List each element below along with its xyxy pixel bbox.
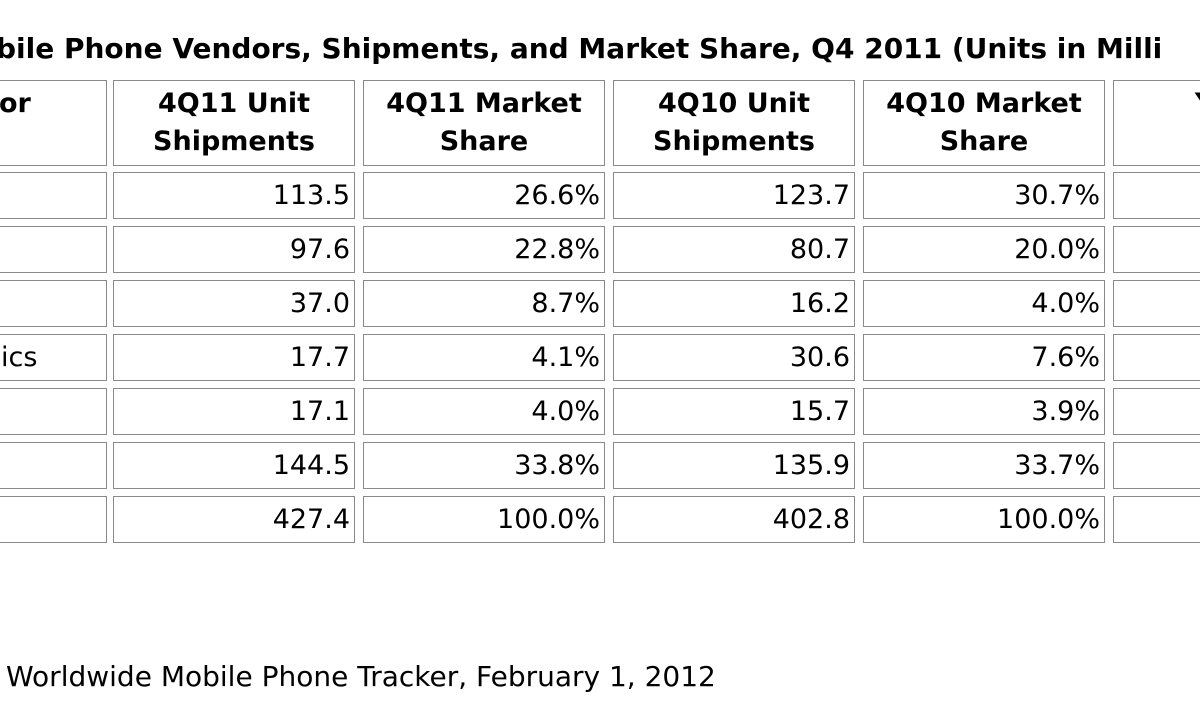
header-cell: or (0, 80, 107, 166)
cell-text: 17.1 (289, 396, 350, 427)
cell-text: ics (1, 342, 38, 373)
cell-text: 97.6 (289, 234, 350, 265)
source-note: Worldwide Mobile Phone Tracker, February… (6, 660, 716, 693)
cell-text: 4.0% (1031, 288, 1100, 319)
table-cell: 427.4 (113, 496, 355, 543)
table-cell: 4.0% (863, 280, 1105, 327)
table-cell: 15.7 (613, 388, 855, 435)
table-cell: 4.0% (363, 388, 605, 435)
cell-text: 37.0 (289, 288, 350, 319)
table-cell: ics (0, 334, 107, 381)
table-cell: 113.5 (113, 172, 355, 219)
header-text: 4Q11 Market (386, 88, 582, 119)
table-cell: 20.0% (863, 226, 1105, 273)
cell-text: 100.0% (997, 504, 1100, 535)
cell-text: 80.7 (789, 234, 850, 265)
table-cell (0, 280, 107, 327)
table-cell: 97.6 (113, 226, 355, 273)
table-cell: 123.7 (613, 172, 855, 219)
header-text: 4Q10 Unit (657, 88, 811, 119)
table-cell: 33.8% (363, 442, 605, 489)
table-cell (1113, 280, 1200, 327)
cell-text: 100.0% (497, 504, 600, 535)
cell-text: 427.4 (272, 504, 350, 535)
table-cell: 4.1% (363, 334, 605, 381)
header-text: or (0, 88, 31, 119)
cell-text: 4.0% (531, 396, 600, 427)
header-text: 4Q11 Unit (157, 88, 311, 119)
cell-text: 144.5 (272, 450, 350, 481)
table-cell: 30.6 (613, 334, 855, 381)
table-cell: 17.7 (113, 334, 355, 381)
cell-text: 33.7% (1014, 450, 1100, 481)
table-cell (0, 226, 107, 273)
cell-text: 16.2 (789, 288, 850, 319)
header-text: 4Q10 Market (886, 88, 1082, 119)
table-cell (1113, 226, 1200, 273)
header-cell: 4Q10 Unit Shipments (613, 80, 855, 166)
header-text: Share (439, 126, 529, 157)
table-cell: 17.1 (113, 388, 355, 435)
cell-text: 4.1% (531, 342, 600, 373)
table-cell (0, 388, 107, 435)
cell-text: 22.8% (514, 234, 600, 265)
table-cell: 402.8 (613, 496, 855, 543)
table-cell: 80.7 (613, 226, 855, 273)
table-cell: 100.0% (863, 496, 1105, 543)
cell-text: 123.7 (772, 180, 850, 211)
cell-text: 15.7 (789, 396, 850, 427)
table-cell: 37.0 (113, 280, 355, 327)
header-text: Share (939, 126, 1029, 157)
cell-text: 8.7% (531, 288, 600, 319)
table-cell: 144.5 (113, 442, 355, 489)
table-cell (1113, 172, 1200, 219)
table-cell (1113, 334, 1200, 381)
table-cell: 33.7% (863, 442, 1105, 489)
table-cell: 100.0% (363, 496, 605, 543)
header-text: Year- (1195, 85, 1200, 123)
cell-text: 113.5 (272, 180, 350, 211)
cell-text: 20.0% (1014, 234, 1100, 265)
table-cell (0, 172, 107, 219)
cell-text: 135.9 (772, 450, 850, 481)
table-cell (1113, 496, 1200, 543)
cell-text: 26.6% (514, 180, 600, 211)
header-cell: Year-C (1113, 80, 1200, 166)
cell-text: 402.8 (772, 504, 850, 535)
cell-text: 30.6 (789, 342, 850, 373)
table-cell: 30.7% (863, 172, 1105, 219)
table-cell: 3.9% (863, 388, 1105, 435)
table-cell: 135.9 (613, 442, 855, 489)
table-cell: 8.7% (363, 280, 605, 327)
table-cell: 22.8% (363, 226, 605, 273)
table-cell: 16.2 (613, 280, 855, 327)
header-cell: 4Q11 Market Share (363, 80, 605, 166)
header-cell: 4Q11 Unit Shipments (113, 80, 355, 166)
header-cell: 4Q10 Market Share (863, 80, 1105, 166)
header-text: Shipments (153, 126, 315, 157)
cell-text: 3.9% (1031, 396, 1100, 427)
table-cell (0, 496, 107, 543)
cell-text: 17.7 (289, 342, 350, 373)
table-cell (1113, 388, 1200, 435)
table-cell: 7.6% (863, 334, 1105, 381)
cell-text: 30.7% (1014, 180, 1100, 211)
table-cell (0, 442, 107, 489)
cell-text: 33.8% (514, 450, 600, 481)
header-text: Shipments (653, 126, 815, 157)
table-cell: 26.6% (363, 172, 605, 219)
cell-text: 7.6% (1031, 342, 1100, 373)
table-cell (1113, 442, 1200, 489)
table-title: bile Phone Vendors, Shipments, and Marke… (0, 32, 1163, 65)
